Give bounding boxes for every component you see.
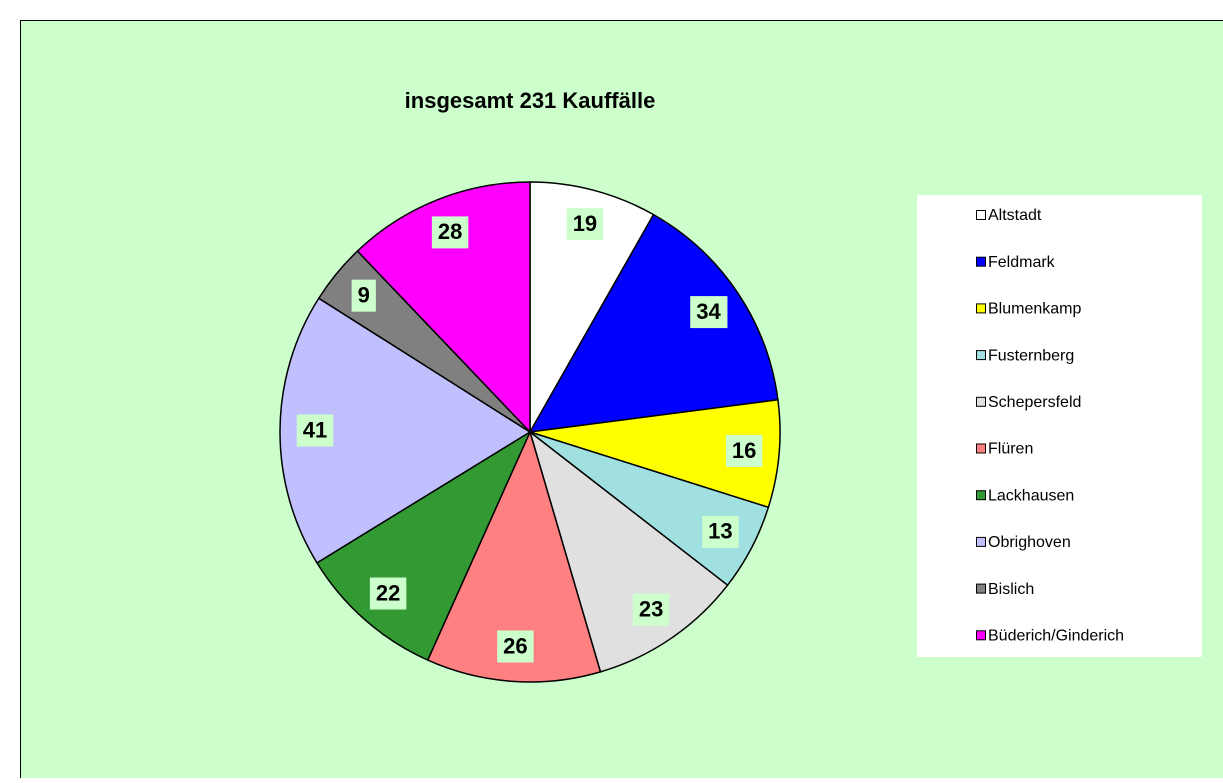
legend-label: Obrighoven xyxy=(988,534,1071,551)
legend-swatch xyxy=(977,491,986,500)
legend-swatch xyxy=(977,537,986,546)
legend-swatch xyxy=(977,584,986,593)
legend-swatch xyxy=(977,444,986,453)
legend-swatch xyxy=(977,304,986,313)
data-label: 16 xyxy=(732,438,756,463)
legend-label: Lackhausen xyxy=(988,487,1074,504)
data-label: 9 xyxy=(358,282,370,307)
data-label: 13 xyxy=(708,519,732,544)
data-label: 19 xyxy=(573,211,597,236)
data-label: 26 xyxy=(503,633,527,658)
chart-title: insgesamt 231 Kauffälle xyxy=(405,88,656,113)
legend-label: Büderich/Ginderich xyxy=(988,628,1124,645)
legend-box xyxy=(917,195,1202,657)
legend-label: Flüren xyxy=(988,441,1033,458)
data-label: 23 xyxy=(639,596,663,621)
data-label: 28 xyxy=(438,219,462,244)
legend-swatch xyxy=(977,351,986,360)
legend-swatch xyxy=(977,631,986,640)
legend-label: Feldmark xyxy=(988,254,1056,271)
legend-label: Blumenkamp xyxy=(988,301,1081,318)
legend-label: Altstadt xyxy=(988,207,1042,224)
data-label: 22 xyxy=(376,580,400,605)
legend-label: Fusternberg xyxy=(988,347,1074,364)
legend-swatch xyxy=(977,211,986,220)
legend-label: Schepersfeld xyxy=(988,394,1081,411)
data-label: 34 xyxy=(696,299,721,324)
legend-swatch xyxy=(977,397,986,406)
legend-label: Bislich xyxy=(988,581,1034,598)
data-label: 41 xyxy=(303,417,327,442)
legend-swatch xyxy=(977,257,986,266)
